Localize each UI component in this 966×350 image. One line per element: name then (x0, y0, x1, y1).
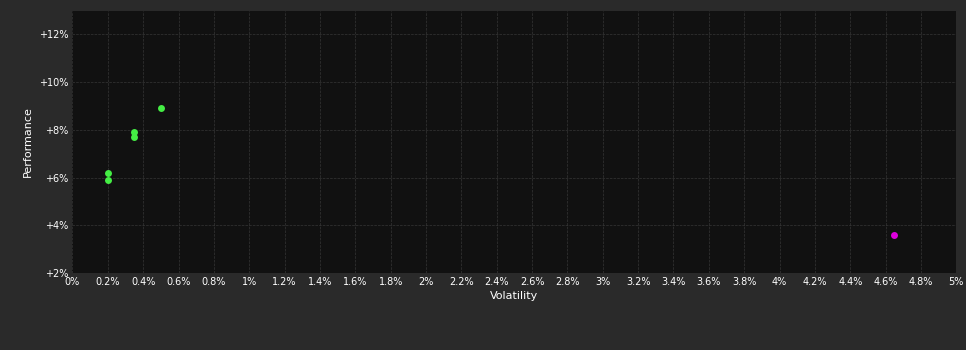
X-axis label: Volatility: Volatility (491, 291, 538, 301)
Y-axis label: Performance: Performance (23, 106, 33, 177)
